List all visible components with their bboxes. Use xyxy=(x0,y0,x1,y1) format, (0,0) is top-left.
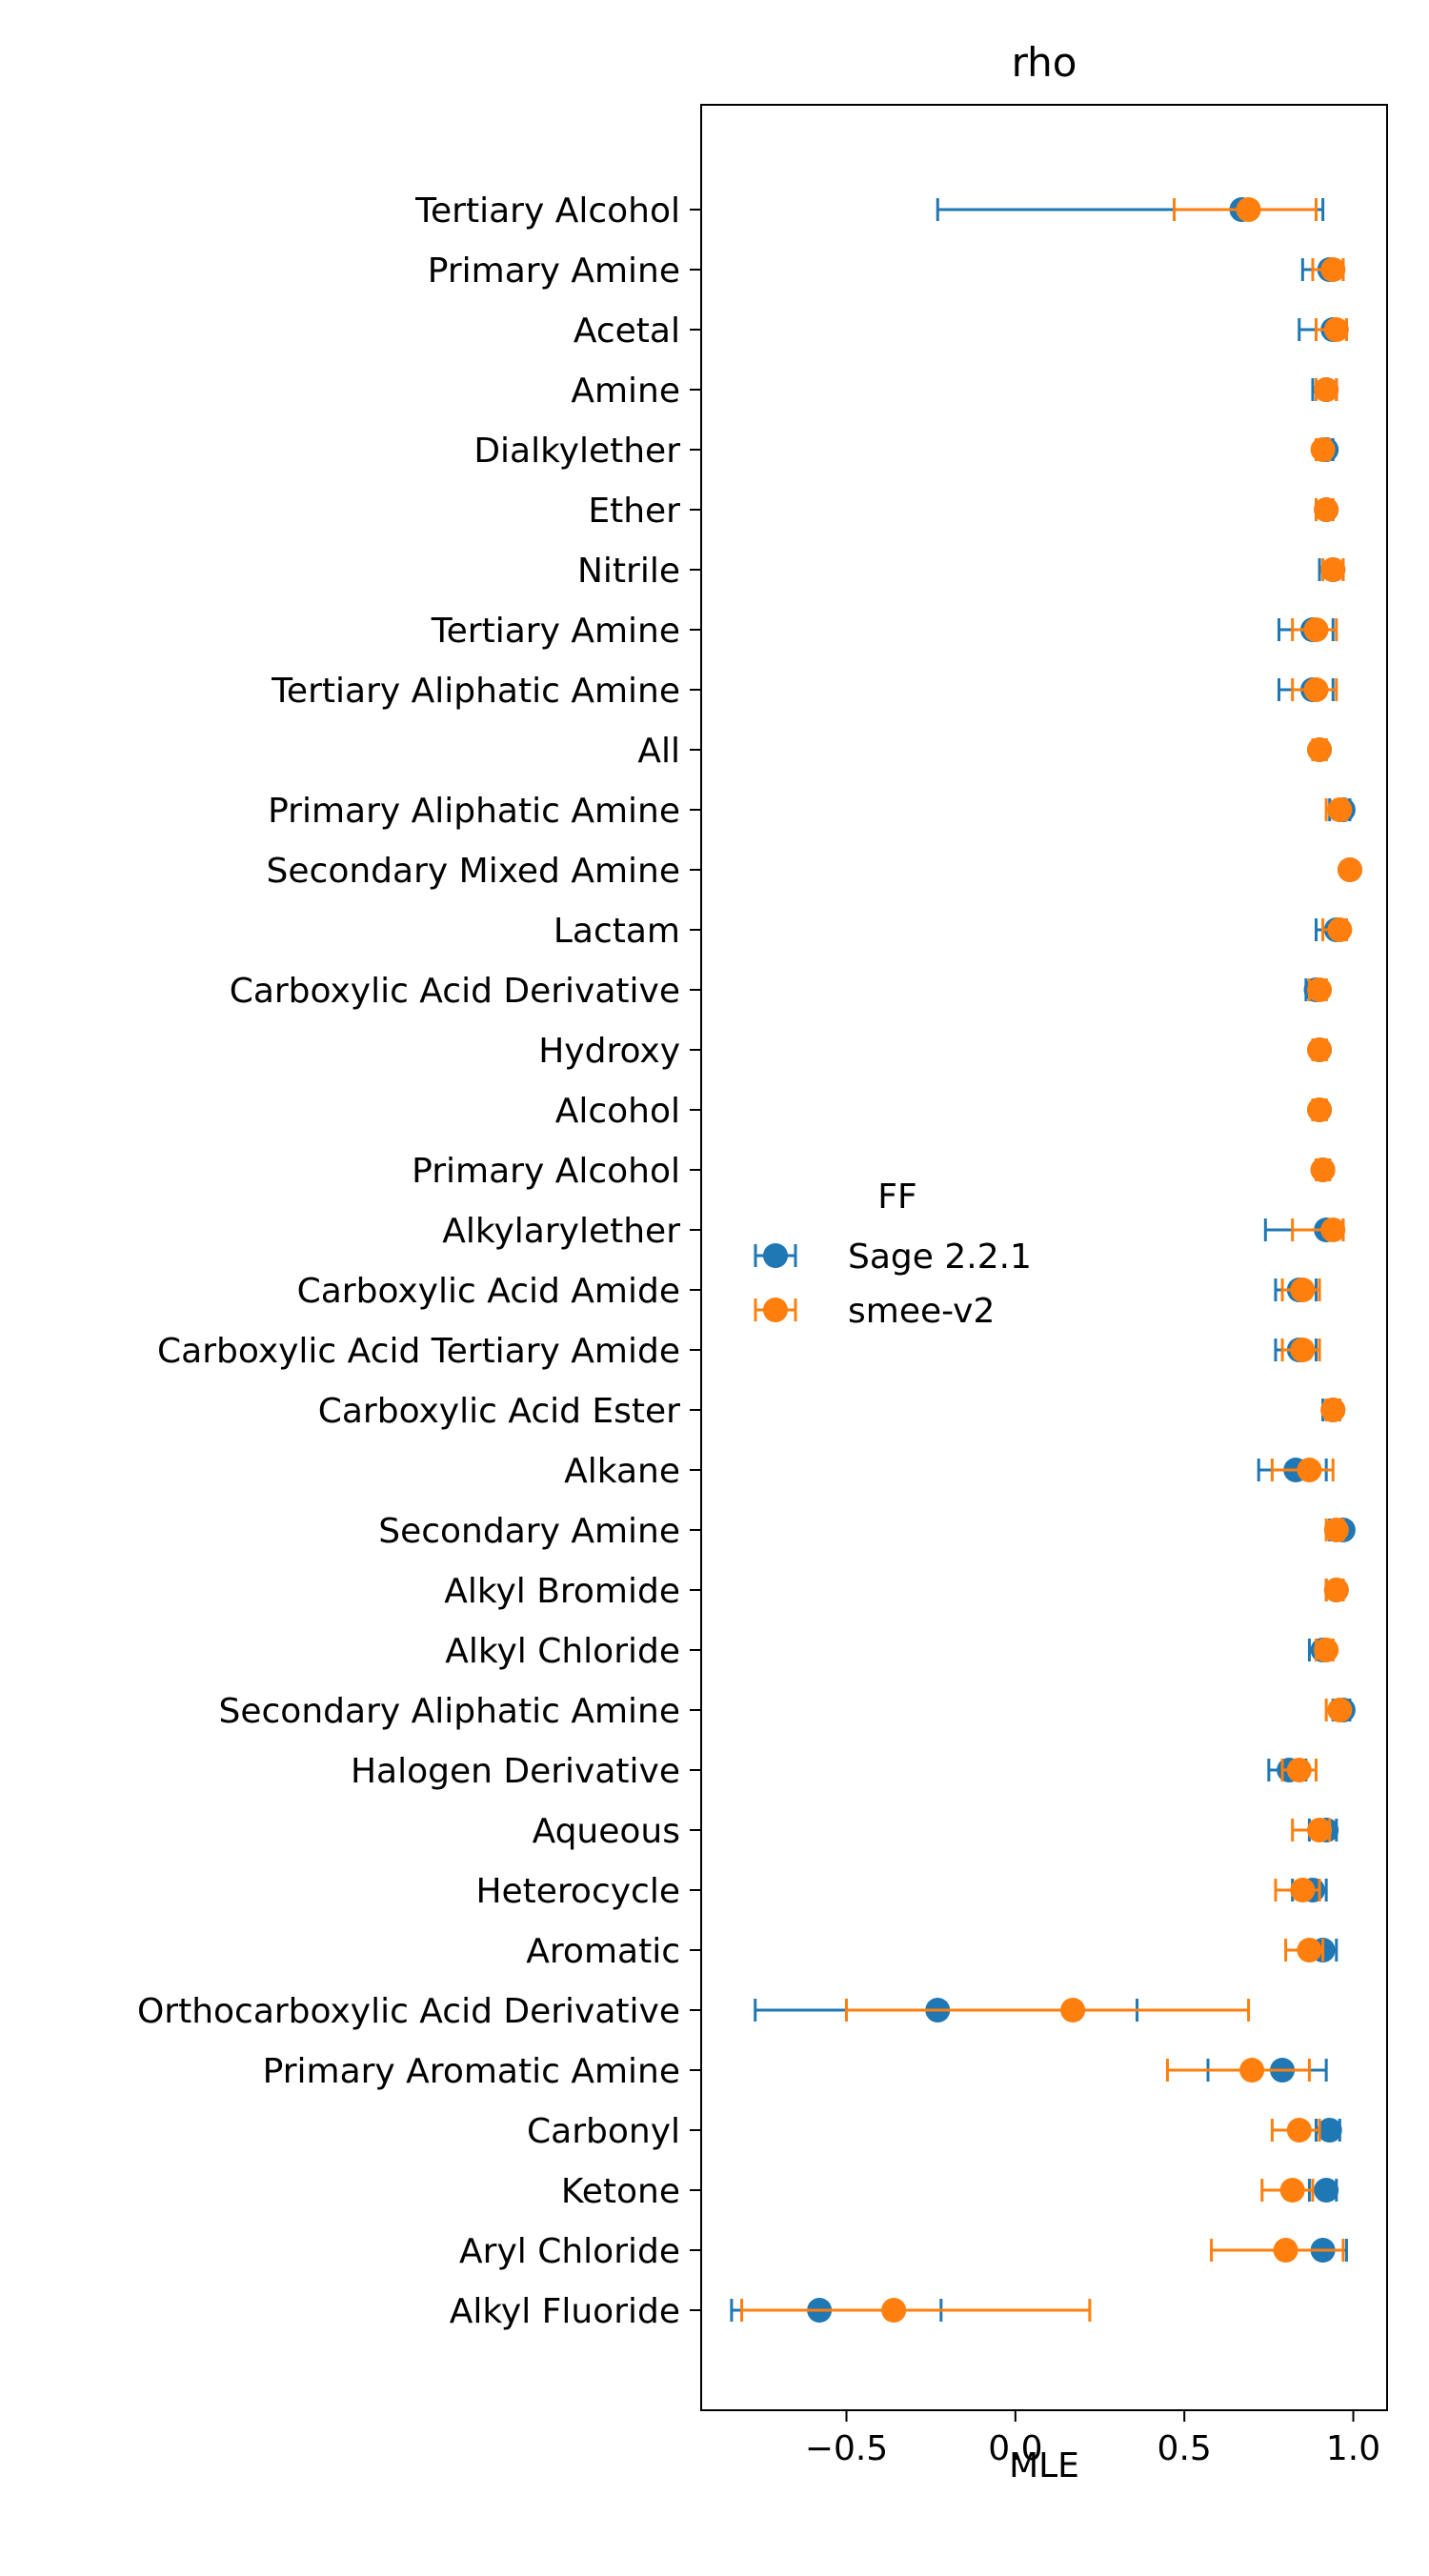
data-point xyxy=(1320,1218,1346,1242)
legend-label: smee-v2 xyxy=(848,1292,995,1331)
x-tick-label: 1.0 xyxy=(1326,2429,1380,2468)
y-tick-label: Orthocarboxylic Acid Derivative xyxy=(137,1992,680,2031)
y-tick-label: Carboxylic Acid Ester xyxy=(318,1392,680,1431)
data-point xyxy=(1307,1097,1333,1122)
data-point xyxy=(1303,617,1329,642)
series-1 xyxy=(740,197,1362,2323)
series-0 xyxy=(730,197,1362,2323)
data-point xyxy=(1286,2118,1312,2143)
y-tick-label: Alkyl Chloride xyxy=(445,1632,680,1671)
data-point xyxy=(1307,1818,1333,1842)
y-tick-label: Carboxylic Acid Tertiary Amide xyxy=(157,1332,680,1371)
data-point xyxy=(1314,1638,1339,1662)
y-tick-label: Acetal xyxy=(574,312,680,351)
data-point xyxy=(1290,1338,1316,1362)
data-point xyxy=(1314,377,1339,402)
data-point xyxy=(1320,257,1346,282)
series-layer xyxy=(730,197,1362,2323)
y-tick-label: Alkyl Fluoride xyxy=(450,2292,680,2331)
y-tick-label: Alkylarylether xyxy=(442,1212,680,1251)
y-tick-label: Aromatic xyxy=(526,1932,680,1971)
y-tick-label: Nitrile xyxy=(577,552,680,591)
x-tick-label: 0.5 xyxy=(1157,2429,1212,2468)
y-tick-label: Dialkylether xyxy=(473,432,680,471)
data-point xyxy=(1060,1998,1086,2023)
data-point xyxy=(1307,977,1333,1002)
data-point xyxy=(1314,2178,1339,2203)
y-tick-label: Primary Amine xyxy=(428,252,680,291)
data-point xyxy=(1323,1578,1349,1602)
data-point xyxy=(1307,1037,1333,1062)
data-point xyxy=(1320,557,1346,582)
y-tick-label: Tertiary Aliphatic Amine xyxy=(271,672,680,711)
x-tick-label: −0.5 xyxy=(805,2429,888,2468)
legend-item-1: smee-v2 xyxy=(754,1292,995,1331)
y-tick-label: Tertiary Amine xyxy=(431,612,680,651)
data-point xyxy=(881,2298,907,2323)
y-tick-label: Heterocycle xyxy=(475,1872,680,1911)
data-point xyxy=(1320,1398,1346,1422)
y-tick-label: Ketone xyxy=(561,2172,680,2211)
data-point xyxy=(1297,1938,1322,1962)
y-tick-label: Secondary Mixed Amine xyxy=(267,852,680,891)
y-tick-label: Hydroxy xyxy=(538,1032,680,1071)
y-tick-label: Secondary Amine xyxy=(378,1512,680,1551)
legend: FF Sage 2.2.1 smee-v2 xyxy=(754,1177,1032,1331)
data-point xyxy=(1236,197,1261,222)
y-tick-label: Lactam xyxy=(553,912,680,951)
y-tick-label: Tertiary Alcohol xyxy=(414,191,680,231)
y-tick-label: Primary Aliphatic Amine xyxy=(268,792,680,831)
y-axis: Tertiary Alcohol Primary Amine Acetal Amine… xyxy=(137,191,701,2331)
legend-title: FF xyxy=(877,1177,916,1217)
data-point xyxy=(1323,317,1349,342)
data-point xyxy=(1314,497,1339,522)
data-point xyxy=(1307,737,1333,762)
data-point xyxy=(1327,917,1353,942)
legend-item-0: Sage 2.2.1 xyxy=(754,1238,1032,1277)
x-axis-label: MLE xyxy=(1009,2446,1079,2485)
x-axis: −0.5 0.0 0.5 1.0 xyxy=(805,2410,1380,2468)
y-tick-label: Carboxylic Acid Amide xyxy=(297,1272,680,1311)
y-tick-label: Primary Alcohol xyxy=(412,1152,680,1191)
data-point xyxy=(1327,797,1353,822)
data-point xyxy=(1290,1878,1316,1902)
y-tick-label: Primary Aromatic Amine xyxy=(263,2052,680,2091)
data-point xyxy=(1239,2058,1265,2083)
y-tick-label: All xyxy=(637,732,680,771)
data-point xyxy=(1273,2238,1298,2263)
x-tick-label: 0.0 xyxy=(988,2429,1042,2468)
y-tick-label: Amine xyxy=(571,372,680,411)
data-point xyxy=(1317,2118,1342,2143)
y-tick-label: Aryl Chloride xyxy=(459,2232,680,2271)
y-tick-label: Secondary Aliphatic Amine xyxy=(219,1692,680,1731)
data-point xyxy=(1337,857,1362,882)
y-tick-label: Alcohol xyxy=(555,1092,680,1131)
data-point xyxy=(1323,1518,1349,1542)
data-point xyxy=(1290,1278,1316,1302)
y-tick-label: Carboxylic Acid Derivative xyxy=(230,972,680,1011)
plot-frame xyxy=(700,104,1388,2411)
data-point xyxy=(1327,1698,1353,1722)
data-point xyxy=(1279,2178,1305,2203)
data-point xyxy=(1310,1157,1336,1182)
y-tick-label: Aqueous xyxy=(533,1812,680,1851)
y-tick-label: Halogen Derivative xyxy=(351,1752,680,1791)
data-point xyxy=(1297,1458,1322,1482)
chart-title: rho xyxy=(1012,39,1077,86)
legend-swatch-marker xyxy=(763,1243,788,1268)
data-point xyxy=(1310,437,1336,462)
legend-label: Sage 2.2.1 xyxy=(848,1238,1032,1277)
y-tick-label: Ether xyxy=(588,492,680,531)
data-point xyxy=(1286,1758,1312,1782)
data-point xyxy=(1303,677,1329,702)
y-tick-label: Alkyl Bromide xyxy=(444,1572,680,1611)
legend-swatch-marker xyxy=(763,1298,788,1322)
y-tick-label: Alkane xyxy=(564,1452,680,1491)
y-tick-label: Carbonyl xyxy=(527,2112,680,2151)
